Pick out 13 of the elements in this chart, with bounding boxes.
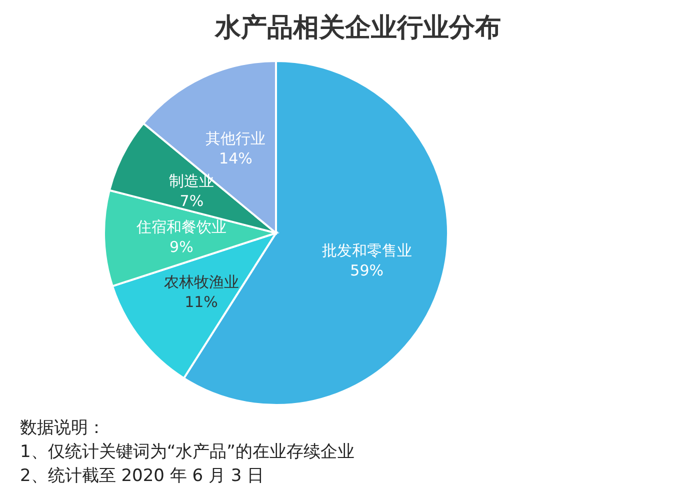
text: 1、仅统计关键词为“水产品”的在业存续企业 (20, 442, 354, 462)
slice-label: 批发和零售业 (322, 241, 412, 260)
data-label: 9% (170, 238, 194, 256)
text: 数据说明： (20, 418, 105, 438)
data-label: 14% (219, 149, 252, 168)
data-label: 59% (350, 261, 384, 280)
data-label: 7% (180, 192, 204, 210)
slice-label: 其他行业 (206, 129, 266, 148)
text: 2、统计截至 2020 年 6 月 3 日 (20, 466, 264, 486)
chart-title: 水产品相关企业行业分布 (214, 13, 501, 43)
data-label: 11% (184, 292, 218, 311)
slice-label: 住宿和餐饮业 (135, 218, 226, 236)
slice-label: 农林牧渔业 (164, 272, 239, 291)
